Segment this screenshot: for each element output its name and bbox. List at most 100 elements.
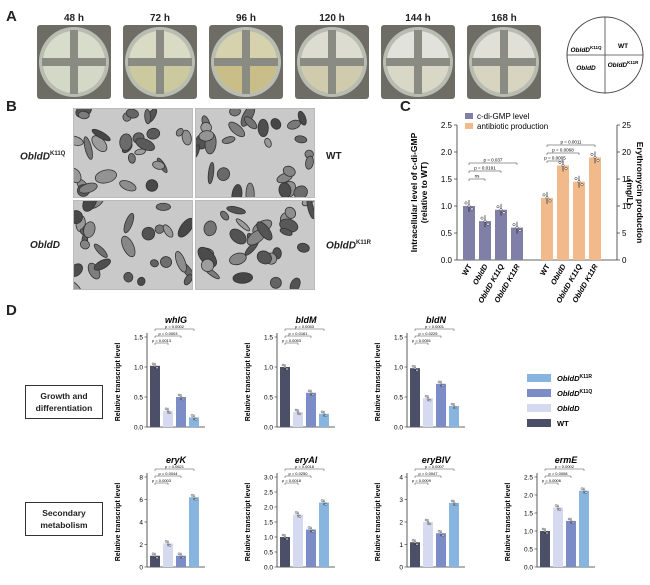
c-category-label: WT — [460, 262, 474, 277]
plate-time-label: 48 h — [63, 13, 84, 24]
d-ytick-label: 3 — [399, 497, 403, 504]
d-ytick-label: 8 — [139, 475, 143, 482]
d-legend-swatch — [527, 404, 551, 412]
c-pvalue: p = 0.0191 — [474, 166, 496, 171]
c-y2tick-label: 5 — [622, 229, 627, 238]
d-chart-bldN: bldN 0.0 0.5 1.0 1.5 Relative transcript leve… — [375, 315, 465, 432]
plate-photo — [123, 25, 197, 99]
d-legend-label: ObldD — [557, 404, 580, 413]
d-pvalue: p = 0.0003 — [152, 478, 172, 483]
d-bar — [189, 417, 199, 427]
d-bar — [319, 413, 329, 427]
plate-time-label: 120 h — [319, 13, 345, 24]
d-chart-title: bldN — [426, 315, 446, 325]
plate-1: 72 h — [123, 12, 197, 99]
d-bar — [306, 392, 316, 427]
d-bar — [553, 507, 563, 567]
d-ytick-label: 1.0 — [134, 365, 143, 372]
d-ytick-label: 2.5 — [524, 475, 533, 482]
d-ytick-label: 1.0 — [394, 365, 403, 372]
c-legend-label: c-di-GMP level — [477, 112, 530, 121]
c-pvalue: ns — [475, 174, 481, 179]
c-ytick-label: 1.5 — [441, 175, 453, 184]
d-legend-swatch — [527, 374, 551, 382]
d-bar — [436, 383, 446, 427]
micrograph-1 — [195, 108, 315, 198]
d-bar — [423, 522, 433, 567]
plate-time-label: 168 h — [491, 13, 517, 24]
c-ytick-label: 1.0 — [441, 202, 453, 211]
d-pvalue: p = 0.0007 — [425, 464, 445, 469]
c-pvalue: p = 0.0068 — [552, 148, 574, 153]
c-legend-label: antibiotic production — [477, 122, 548, 131]
d-ytick-label: 4 — [139, 520, 143, 527]
d-bar — [436, 533, 446, 567]
d-ytick-label: 2 — [139, 542, 143, 549]
c-y2tick-label: 20 — [622, 148, 631, 157]
chart-d-grid: whIG 0.0 0.5 1.0 1.5 Relative transcript leve… — [115, 315, 595, 572]
d-pvalue: p = 0.0161 — [288, 331, 308, 336]
c-bar-cdigmp — [479, 221, 491, 260]
d-ytick-label: 0.5 — [394, 395, 403, 402]
c-bar-antibiotic — [557, 165, 569, 260]
quadrant-diagram: ObldDK11Q WT ObldD ObldDK11R — [566, 16, 644, 94]
d-pvalue: p = 0.0044 — [158, 471, 178, 476]
d-ytick-label: 2.0 — [264, 505, 273, 512]
quadrant-label-tr: WT — [618, 43, 628, 50]
c-bar-antibiotic — [589, 157, 601, 260]
d-legend-swatch — [527, 419, 551, 427]
panel-letter-a: A — [6, 8, 17, 25]
d-bar — [189, 497, 199, 567]
c-y2tick-label: 15 — [622, 175, 631, 184]
d-bar — [176, 397, 186, 427]
d-bar — [540, 531, 550, 567]
c-y2tick-label: 10 — [622, 202, 631, 211]
d-ytick-label: 3.0 — [264, 475, 273, 482]
d-bar — [449, 406, 459, 427]
d-ytick-label: 1.0 — [524, 529, 533, 536]
plate-photo — [467, 25, 541, 99]
panel-letter-b: B — [6, 98, 17, 115]
d-ytick-label: 2 — [399, 520, 403, 527]
d-ytick-label: 1.5 — [264, 335, 273, 342]
d-ytick-label: 0.0 — [134, 425, 143, 432]
d-bar — [410, 542, 420, 567]
d-ytick-label: 0.0 — [524, 565, 533, 572]
d-chart-title: bldM — [296, 315, 317, 325]
plate-2: 96 h — [209, 12, 283, 99]
row-label-growth: Growth and differentiation — [25, 385, 103, 419]
d-ytick-label: 1.5 — [264, 520, 273, 527]
d-ytick-label: 6 — [139, 497, 143, 504]
micro-label-obldd: ObldD — [30, 240, 60, 251]
plate-4: 144 h — [381, 12, 455, 99]
micro-label-k11q: ObldDK11Q — [20, 151, 66, 163]
d-bar — [449, 502, 459, 567]
d-ytick-label: 1.0 — [264, 535, 273, 542]
d-pvalue: p = 0.0225 — [418, 331, 438, 336]
d-bar — [163, 543, 173, 567]
d-legend-swatch — [527, 389, 551, 397]
d-legend-label: WT — [557, 419, 569, 428]
d-pvalue: p = 0.0018 — [295, 464, 315, 469]
d-ytick-label: 1 — [399, 542, 403, 549]
c-pvalue: p = 0.037 — [484, 158, 503, 163]
quadrant-label-br: ObldDK11R — [608, 60, 640, 69]
legend-d: ObldDK11R ObldDK11Q ObldD WT — [527, 374, 592, 428]
d-bar — [423, 398, 433, 427]
d-bar — [566, 520, 576, 567]
d-chart-bldM: bldM 0.0 0.5 1.0 1.5 Relative transcript leve… — [245, 315, 335, 432]
d-ytick-label: 2.0 — [524, 493, 533, 500]
d-chart-ermE: ermE 0.0 0.5 1.0 1.5 2.0 2.5 Relative transcrip… — [505, 455, 595, 572]
d-pvalue: p = 0.0008 — [548, 471, 568, 476]
d-ylabel: Relative transcript level — [115, 343, 122, 422]
d-ytick-label: 0.5 — [134, 395, 143, 402]
d-pvalue: p = 0.0053 — [282, 338, 302, 343]
c-legend-swatch — [465, 123, 473, 129]
d-pvalue: p = 0.0002 — [555, 464, 575, 469]
plate-time-label: 72 h — [149, 13, 170, 24]
quadrant-label-bl: ObldD — [576, 65, 596, 72]
c-y2tick-label: 25 — [622, 121, 631, 130]
d-chart-whIG: whIG 0.0 0.5 1.0 1.5 Relative transcript leve… — [115, 315, 205, 432]
d-bar — [319, 502, 329, 567]
d-bar — [579, 490, 589, 567]
